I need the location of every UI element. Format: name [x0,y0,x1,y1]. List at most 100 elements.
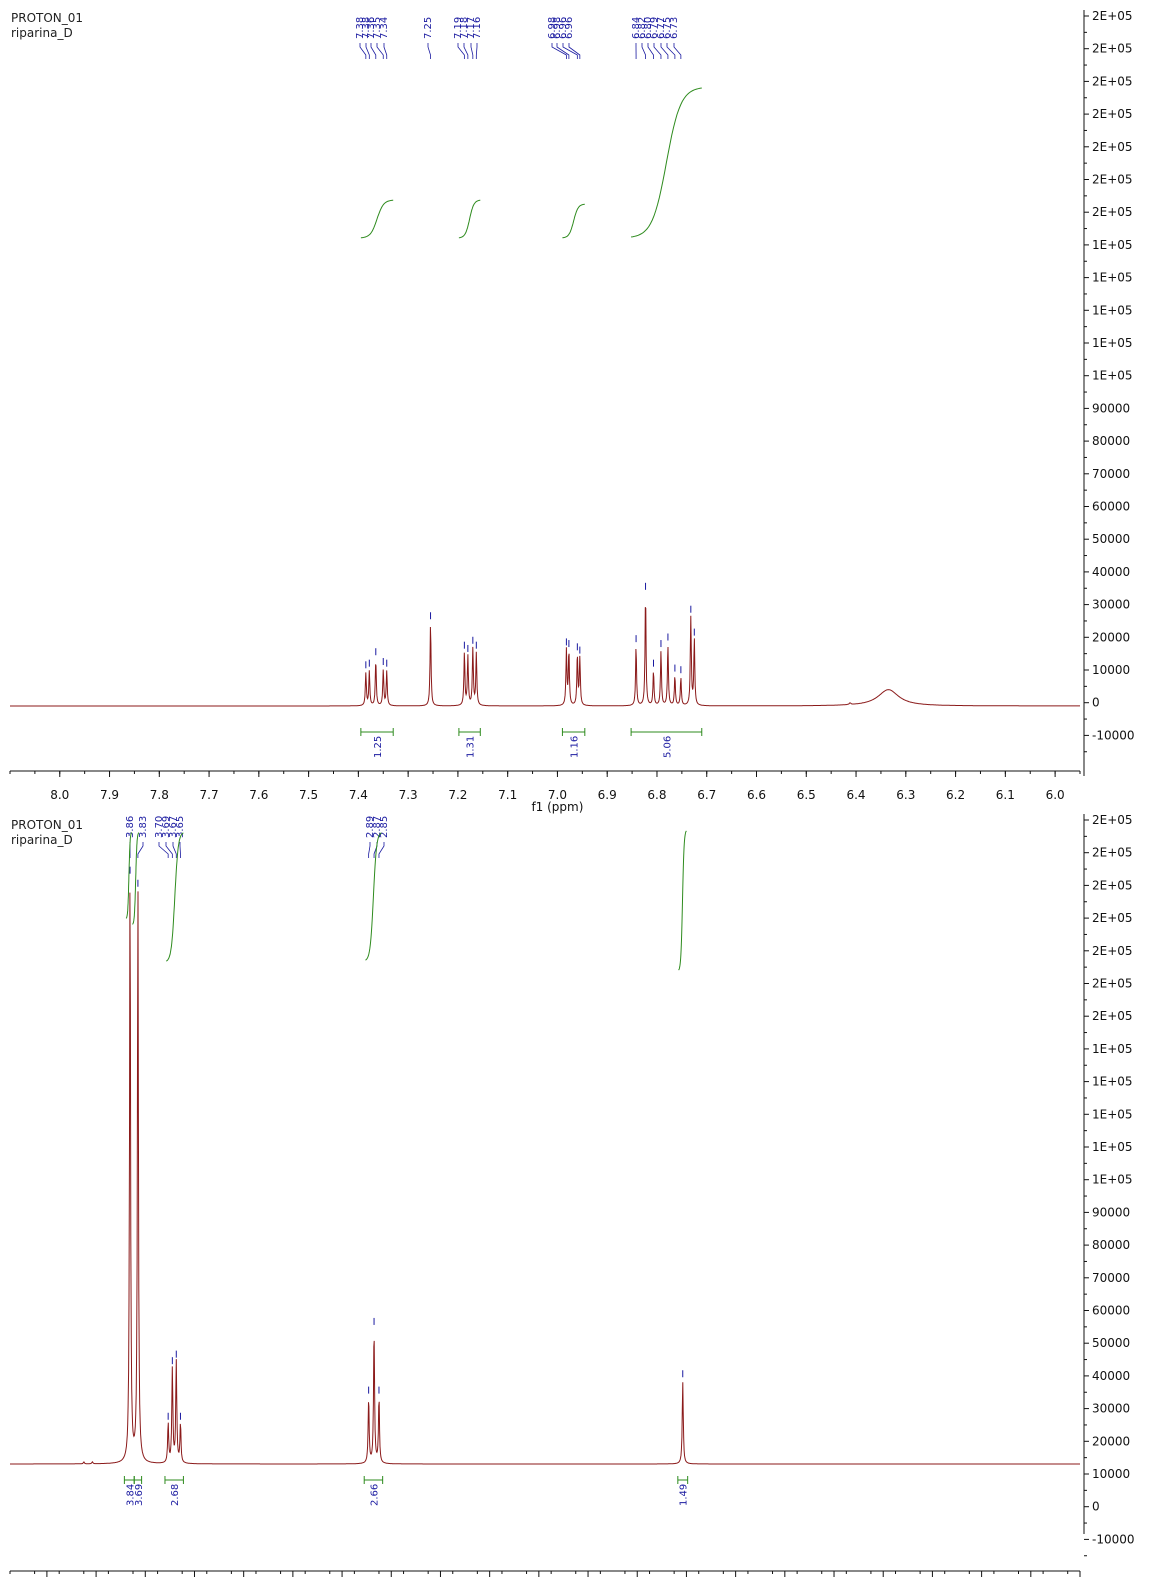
peak-label: 6.75 [662,17,673,39]
peak-label-connector [556,43,570,59]
peak-label-text: 7.17 [466,17,477,39]
x-tick-label: 6.3 [896,788,915,802]
peak-label: 3.69 [161,816,172,838]
peak-label-connector [653,43,662,59]
peak-label: 6.96 [564,17,575,39]
spectrum-trace [10,606,1080,707]
y-tick-label: 50000 [1092,1336,1130,1350]
peak-label-text: 6.84 [631,17,642,39]
peak-label-connector [666,43,676,59]
peak-label-text: 2.87 [372,816,383,838]
peak-label: 3.70 [154,816,165,838]
y-tick-label: 90000 [1092,1205,1130,1219]
integral-curve [132,832,140,925]
sample-name: riparina_D [11,26,73,40]
peak-label: 6.82 [637,17,648,39]
integral-curve [365,832,382,961]
peak-label-connector [647,43,654,59]
y-tick-label: 90000 [1092,401,1130,415]
y-tick-label: 40000 [1092,565,1130,579]
peak-label: 7.25 [423,17,434,39]
y-tick-label: 2E+05 [1092,1009,1133,1023]
peak-label-connector [376,43,384,59]
integral-curve [678,830,687,971]
integral: 2.68 [164,1476,184,1506]
peak-label-text: 3.70 [154,816,165,838]
peak-label-text: 6.96 [564,17,575,39]
peak-label-connector [165,842,173,858]
peak-label-connector [158,842,169,858]
peak-label: 3.65 [175,816,186,838]
peak-label-connector [568,43,581,59]
integral-value: 5.06 [662,736,673,758]
x-tick-label: 6.4 [846,788,865,802]
peak-label-connector [172,842,177,858]
peak-label: 6.96 [558,17,569,39]
y-tick-label: 1E+05 [1092,1173,1133,1187]
peak-label-text: 6.96 [558,17,569,39]
spectrum-panel-aromatic: PROTON_01 riparina_D 2E+05 2E+05 2E+05 2E+0… [9,9,1135,814]
integral-curve [631,87,702,238]
peak-label-connector [383,43,388,59]
peak-label: 7.35 [372,17,383,39]
peak-label: 7.34 [379,17,390,39]
x-tick-label: 8.0 [50,788,69,802]
x-tick-label: 7.5 [299,788,318,802]
x-tick-label: 6.7 [697,788,716,802]
experiment-name: PROTON_01 [11,11,84,25]
peak-label-connector [551,43,567,59]
peak-label-connector [641,43,646,59]
peak-label-connector [137,842,144,858]
peak-label: 6.79 [649,17,660,39]
x-tick-label: 6.9 [598,788,617,802]
x-tick-label: 7.6 [249,788,268,802]
y-tick-label: 30000 [1092,1402,1130,1416]
nmr-spectrum-chart: 2E+05 2E+05 2E+05 2E+05 2E+05 2E+05 2E+05 1E+05… [9,813,1135,1577]
y-tick-label: 1E+05 [1092,1042,1133,1056]
peak-label: 7.36 [366,17,377,39]
y-tick-label: 2E+05 [1092,140,1133,154]
peak-label: 6.77 [656,17,667,39]
y-tick-label: 70000 [1092,467,1130,481]
peak-label-text: 7.18 [459,17,470,39]
peak-label-text: 7.19 [453,17,464,39]
peak-label: 7.17 [466,17,477,39]
integral-value: 1.16 [570,736,581,758]
integral: 1.49 [677,1476,690,1506]
peak-label-text: 6.75 [662,17,673,39]
peak-label-text: 2.85 [379,816,390,838]
peak-label-text: 7.36 [366,17,377,39]
peak-label: 3.86 [125,816,136,838]
y-tick-label: 20000 [1092,1434,1130,1448]
spectrum-panel-aliphatic: PROTON_01 riparina_D 2E+05 2E+05 2E+05 2E+0… [0,792,1151,1584]
peak-label-text: 6.79 [649,17,660,39]
peak-label-text: 6.80 [643,17,654,39]
peak-label: 6.84 [631,17,642,39]
integral: 1.25 [360,728,394,758]
nmr-spectrum-chart: 2E+05 2E+05 2E+05 2E+05 2E+05 2E+05 2E+05 1E+05… [9,9,1135,814]
y-tick-label: 2E+05 [1092,813,1133,827]
integral-curve [165,832,184,962]
integral-value: 1.31 [466,736,477,758]
y-tick-label: 2E+05 [1092,944,1133,958]
peak-label-connector [660,43,669,59]
peak-label: 3.67 [168,816,179,838]
peak-label-text: 7.35 [372,17,383,39]
spectrum-trace [10,891,1080,1465]
peak-label-connector [457,43,465,59]
integral-value: 3.84 [125,1484,136,1506]
y-tick-label: 1E+05 [1092,238,1133,252]
y-tick-label: 30000 [1092,598,1130,612]
peak-label: 7.19 [453,17,464,39]
peak-label-text: 3.65 [175,816,186,838]
peak-label-text: 6.98 [547,17,558,39]
y-tick-label: 1E+05 [1092,303,1133,317]
y-tick-label: 60000 [1092,500,1130,514]
peak-label: 6.73 [669,17,680,39]
peak-label-connector [365,43,370,59]
x-tick-label: 6.5 [797,788,816,802]
y-tick-label: 1E+05 [1092,1140,1133,1154]
peak-label-text: 6.73 [669,17,680,39]
integral: 1.31 [458,728,481,758]
y-tick-label: -10000 [1092,1532,1135,1546]
